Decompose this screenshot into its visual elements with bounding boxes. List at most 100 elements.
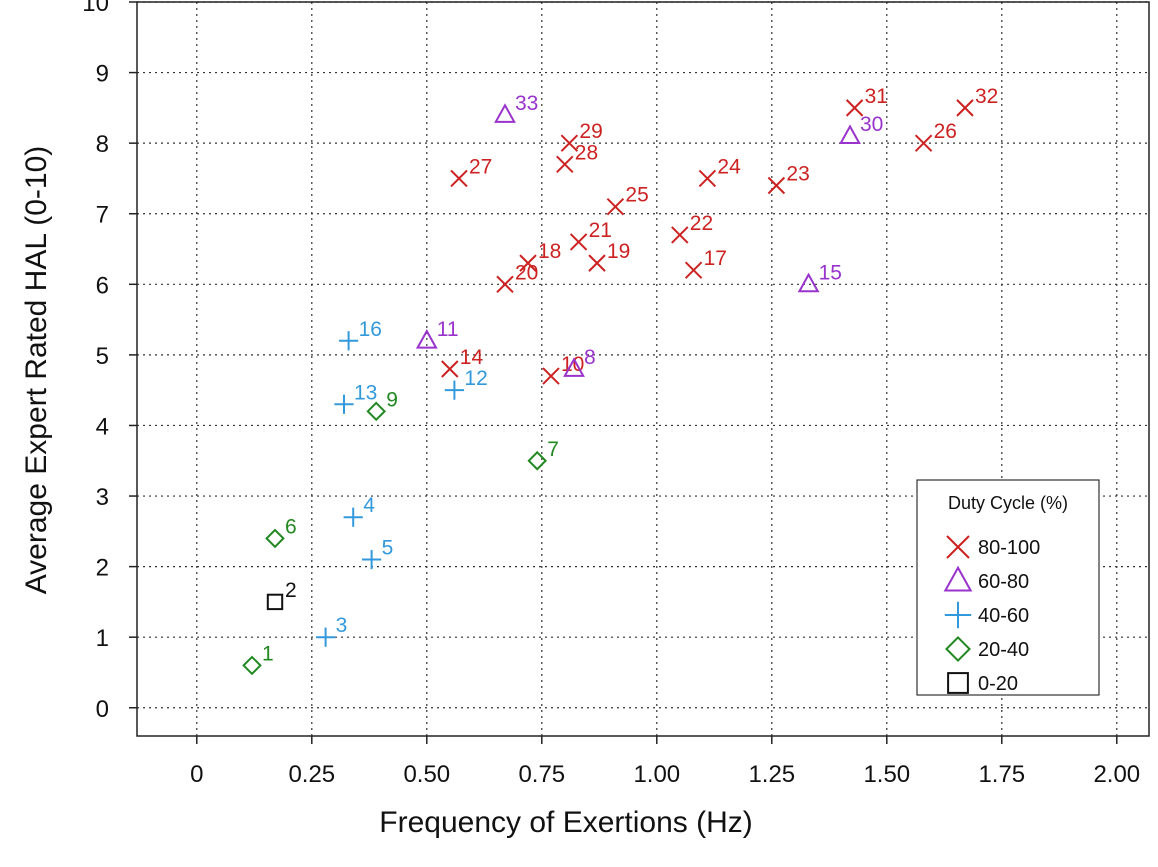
- data-point-label: 11: [437, 318, 459, 341]
- data-point-label: 22: [690, 212, 713, 235]
- data-point-label: 9: [386, 388, 398, 411]
- data-point-label: 33: [515, 92, 538, 115]
- data-point: 11: [415, 318, 459, 349]
- data-point: 9: [366, 388, 398, 422]
- data-point: 18: [519, 240, 561, 272]
- x-marker: [684, 261, 703, 279]
- data-point-label: 21: [589, 219, 612, 242]
- data-point-label: 5: [382, 537, 394, 560]
- series-0-20: 2: [266, 579, 297, 611]
- data-point-label: 12: [464, 367, 487, 390]
- data-point: 14: [441, 346, 484, 378]
- data-point: 33: [494, 92, 538, 123]
- y-tick-label: 10: [82, 0, 109, 17]
- plus-marker: [339, 331, 359, 351]
- data-point: 4: [343, 494, 375, 527]
- legend-item: 0-20: [947, 672, 1018, 695]
- data-point-label: 20: [515, 261, 538, 284]
- data-point: 13: [334, 381, 377, 414]
- legend-item: 80-100: [946, 535, 1040, 559]
- data-point: 23: [767, 163, 810, 195]
- data-point-label: 32: [975, 85, 998, 108]
- triangle-marker: [494, 103, 516, 123]
- data-point-label: 19: [607, 240, 630, 263]
- data-point-label: 25: [625, 184, 648, 207]
- x-marker: [560, 134, 579, 152]
- legend-label: 20-40: [978, 639, 1029, 661]
- data-point: 17: [684, 247, 727, 279]
- diamond-marker: [945, 636, 971, 662]
- y-tick-label: 8: [96, 131, 109, 158]
- data-point-label: 23: [786, 163, 809, 186]
- y-axis-title: Average Expert Rated HAL (0-10): [20, 146, 53, 595]
- series-60-80: 8 11 15 30 33: [415, 92, 883, 377]
- data-point-label: 14: [460, 346, 484, 369]
- x-tick-label: 0.25: [288, 761, 335, 788]
- x-marker: [767, 176, 786, 195]
- x-marker: [698, 169, 717, 188]
- x-marker: [556, 155, 574, 174]
- data-point: 26: [914, 120, 957, 152]
- data-point: 30: [839, 113, 883, 144]
- plus-marker: [343, 507, 363, 527]
- x-marker: [450, 169, 468, 188]
- x-marker: [542, 367, 560, 385]
- x-tick-label: 0.75: [518, 761, 565, 788]
- data-point: 31: [845, 85, 888, 117]
- data-point: 29: [560, 120, 603, 152]
- y-tick-label: 3: [96, 484, 109, 511]
- triangle-marker: [563, 357, 585, 377]
- x-marker: [956, 99, 974, 117]
- x-marker: [671, 226, 689, 244]
- legend-item: 20-40: [945, 636, 1029, 662]
- data-point: 3: [316, 614, 347, 647]
- series-40-60: 3 45 12 13 16: [316, 318, 488, 647]
- data-point-label: 2: [285, 579, 297, 602]
- data-point: 2: [266, 579, 297, 611]
- x-marker: [519, 254, 537, 272]
- y-tick-label: 9: [96, 61, 109, 88]
- x-tick-label: 1.75: [978, 761, 1025, 788]
- x-tick-label: 2.00: [1093, 761, 1140, 788]
- legend-item: 60-80: [943, 565, 1029, 593]
- y-tick-label: 7: [96, 202, 109, 229]
- x-tick-label: 0: [190, 761, 203, 788]
- x-marker: [606, 197, 625, 216]
- data-point: 20: [496, 261, 538, 294]
- x-tick-label: 1.25: [748, 761, 795, 788]
- x-marker: [588, 254, 606, 272]
- x-tick-label: 1.50: [863, 761, 910, 788]
- triangle-marker: [797, 272, 820, 293]
- data-point-label: 13: [354, 381, 377, 404]
- data-point-label: 3: [336, 614, 348, 637]
- data-point: 12: [444, 367, 488, 400]
- data-point: 22: [671, 212, 713, 244]
- legend-label: 0-20: [978, 673, 1018, 695]
- legend-label: 80-100: [978, 537, 1040, 559]
- y-tick-label: 5: [96, 343, 109, 370]
- data-point: 27: [450, 155, 492, 188]
- data-point: 6: [265, 515, 297, 549]
- data-point-label: 4: [363, 494, 375, 517]
- data-point: 19: [588, 240, 630, 272]
- x-marker: [441, 360, 459, 378]
- diamond-marker: [527, 450, 548, 471]
- legend-items: 80-100 60-80 40-60 20-40 0-20: [943, 535, 1040, 695]
- y-tick-label: 4: [96, 413, 109, 440]
- legend: Duty Cycle (%) 80-100 60-80 40-60 20-40 0-20: [916, 479, 1100, 696]
- y-tick-label: 0: [96, 696, 109, 723]
- x-marker: [845, 99, 864, 117]
- data-point: 24: [698, 155, 741, 188]
- x-axis-title: Frequency of Exertions (Hz): [379, 806, 752, 839]
- plus-marker: [444, 380, 464, 400]
- data-point-label: 24: [717, 155, 741, 178]
- data-point-label: 30: [860, 113, 883, 136]
- x-marker: [569, 233, 588, 251]
- data-point-label: 31: [865, 85, 888, 108]
- data-point: 5: [362, 537, 393, 570]
- data-point: 1: [242, 642, 274, 676]
- plus-marker: [362, 549, 382, 570]
